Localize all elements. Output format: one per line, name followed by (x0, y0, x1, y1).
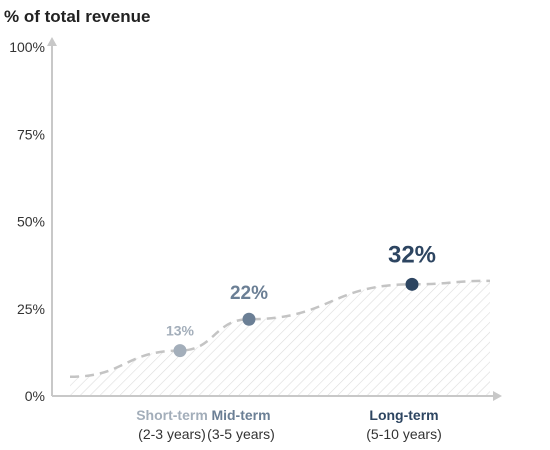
y-tick-label: 25% (17, 301, 45, 317)
category-label: Short-term (136, 407, 208, 423)
x-axis (52, 391, 502, 401)
category-label: Long-term (369, 407, 438, 423)
data-point (405, 277, 419, 291)
data-labels: 13% 22% 32% (166, 241, 436, 338)
category-sublabel: (3-5 years) (207, 426, 275, 442)
category-label: Mid-term (211, 407, 270, 423)
y-axis-title: % of total revenue (4, 7, 150, 26)
data-points (173, 277, 419, 358)
y-axis (47, 37, 57, 396)
x-axis-arrow (493, 391, 502, 401)
category-sublabel: (5-10 years) (366, 426, 441, 442)
trend-curve (69, 279, 491, 379)
trend-line (69, 279, 491, 379)
area-fill (70, 280, 490, 396)
category-labels: Short-term (2-3 years) Mid-term (3-5 years)… (136, 407, 442, 442)
data-label: 22% (230, 283, 268, 304)
y-tick-label: 100% (9, 39, 45, 55)
y-axis-arrow (47, 37, 57, 46)
hatched-area (70, 280, 490, 396)
y-tick-labels: 0% 25% 50% 75% 100% (9, 39, 45, 404)
y-tick-label: 75% (17, 126, 45, 142)
data-point (242, 312, 256, 326)
data-label: 32% (388, 241, 436, 268)
data-label: 13% (166, 323, 195, 339)
data-point (173, 344, 187, 358)
category-sublabel: (2-3 years) (138, 426, 206, 442)
y-tick-label: 0% (25, 388, 45, 404)
y-tick-label: 50% (17, 214, 45, 230)
